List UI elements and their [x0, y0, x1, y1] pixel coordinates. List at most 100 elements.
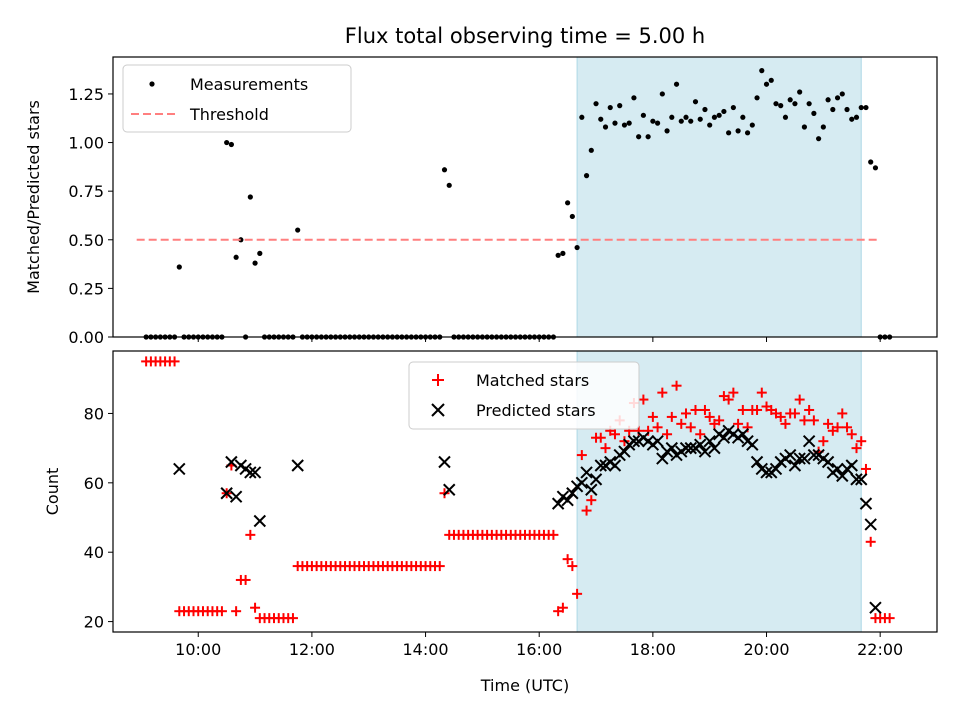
matched-stars-point	[250, 602, 261, 613]
measurement-point	[816, 136, 822, 142]
y-tick-label: 1.00	[68, 134, 104, 153]
matched-stars-point	[884, 613, 895, 624]
matched-stars-point	[837, 408, 848, 419]
measurement-point	[702, 106, 708, 113]
y-tick-label: 80	[84, 404, 104, 423]
measurement-point	[853, 114, 860, 120]
predicted-stars-point	[802, 434, 816, 448]
matched-stars-point	[823, 418, 834, 429]
measurement-point	[678, 118, 684, 124]
matched-stars-point	[851, 443, 862, 454]
measurement-point	[446, 182, 452, 188]
matched-stars-point	[652, 422, 663, 433]
measurement-point	[673, 81, 680, 87]
predicted-stars-point	[244, 466, 257, 479]
x-tick-label: 14:00	[402, 640, 448, 659]
matched-stars-point	[842, 422, 853, 433]
predicted-stars-point	[580, 466, 593, 479]
measurement-point	[744, 130, 751, 136]
measurement-point	[692, 99, 699, 105]
measurement-point	[238, 237, 244, 243]
predicted-stars-point	[566, 487, 579, 500]
matched-stars-point	[581, 505, 592, 516]
y-tick-label: 0.25	[68, 279, 104, 298]
measurement-point	[834, 95, 841, 101]
measurement-point	[555, 252, 561, 258]
observing-window-shade	[576, 56, 862, 338]
measurement-point	[621, 122, 628, 128]
matched-stars-point	[567, 561, 578, 572]
predicted-stars-point	[831, 462, 844, 476]
predicted-stars-point	[717, 431, 731, 444]
matched-stars-point	[681, 408, 692, 419]
predicted-stars-point	[760, 466, 773, 479]
matched-stars-point	[695, 429, 706, 440]
predicted-stars-point	[589, 473, 603, 486]
measurement-point	[617, 103, 623, 109]
matched-stars-point	[856, 436, 867, 447]
matched-stars-point	[690, 404, 701, 415]
measurement-point	[257, 250, 263, 256]
predicted-stars-point	[656, 452, 669, 465]
legend-matched-label: Matched stars	[476, 371, 589, 390]
predicted-stars-point	[594, 459, 607, 472]
measurement-point	[588, 147, 594, 153]
matched-stars-point	[799, 415, 810, 426]
bottom-panel-frame	[112, 350, 938, 633]
measurement-point	[773, 101, 779, 107]
matched-stars-point	[804, 404, 815, 415]
legend-measurements-label: Measurements	[190, 75, 308, 94]
y-tick-label: 0.50	[68, 231, 104, 250]
x-tick-label: 10:00	[175, 640, 221, 659]
predicted-stars-point	[291, 459, 304, 472]
matched-stars-point	[723, 394, 734, 405]
matched-stars-point	[752, 404, 763, 415]
measurement-point	[560, 250, 566, 256]
matched-stars-point	[595, 432, 606, 443]
measurement-point	[645, 134, 651, 140]
measurement-point	[863, 104, 869, 111]
x-tick-label: 12:00	[289, 640, 335, 659]
predicted-stars-point	[248, 466, 262, 479]
legend-threshold-label: Threshold	[189, 105, 269, 124]
matched-stars-point	[231, 606, 242, 617]
measurement-point	[825, 97, 831, 103]
matched-stars-point	[846, 429, 857, 440]
measurement-point	[792, 101, 798, 107]
matched-stars-point	[586, 495, 597, 506]
measurement-point	[593, 101, 599, 107]
measurement-point	[233, 254, 239, 260]
predicted-stars-point	[821, 455, 835, 469]
matched-stars-point	[728, 387, 739, 398]
predicted-stars-point	[684, 441, 697, 455]
matched-stars-point	[638, 394, 649, 405]
chart-title: Flux total observing time = 5.00 h	[345, 24, 705, 48]
x-axis-label: Time (UTC)	[480, 676, 569, 695]
matched-stars-point	[647, 411, 658, 422]
predicted-stars-point	[438, 455, 451, 469]
matched-stars-point	[775, 411, 786, 422]
predicted-stars-point	[845, 459, 858, 472]
measurement-point	[768, 77, 774, 83]
predicted-stars-point	[679, 441, 693, 455]
x-tick-label: 20:00	[743, 640, 789, 659]
predicted-stars-point	[855, 473, 868, 486]
measurement-point	[583, 173, 590, 179]
matched-stars-point	[808, 415, 819, 426]
predicted-stars-point	[665, 441, 679, 455]
predicted-stars-point	[736, 428, 750, 441]
measurement-point	[735, 128, 741, 134]
measurement-point	[669, 114, 675, 120]
measurement-point	[224, 139, 230, 146]
matched-stars-point	[676, 418, 687, 429]
predicted-stars-point	[225, 455, 238, 469]
matched-stars-point	[609, 429, 620, 440]
measurement-point	[844, 106, 850, 113]
matched-stars-point	[832, 422, 843, 433]
matched-stars-point	[434, 561, 445, 572]
measurement-point	[579, 114, 585, 120]
y-tick-label: 0.75	[68, 182, 104, 201]
matched-stars-point	[685, 422, 696, 433]
measurement-point	[176, 264, 182, 270]
predicted-stars-point	[229, 490, 243, 503]
